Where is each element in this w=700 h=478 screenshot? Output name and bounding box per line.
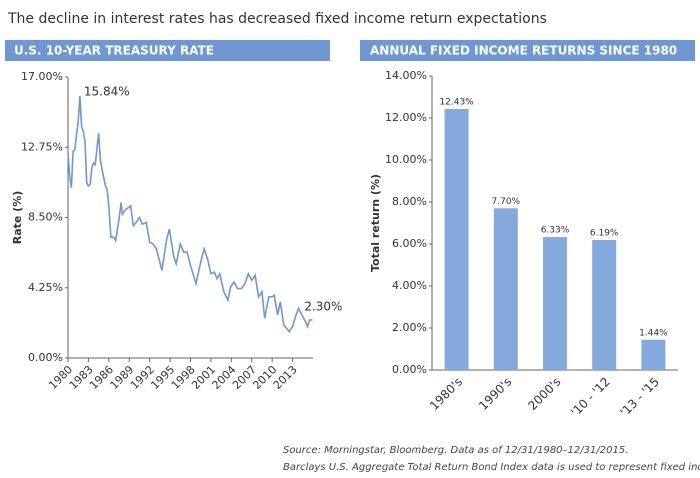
source-note: Barclays U.S. Aggregate Total Return Bon… xyxy=(283,462,700,473)
y-tick-label: 14.00% xyxy=(385,69,427,82)
y-tick-label: 17.00% xyxy=(21,70,63,83)
y-tick-label: 6.00% xyxy=(392,237,427,250)
panel-header xyxy=(5,40,330,61)
annotation: 15.84% xyxy=(84,85,130,99)
x-tick-label: '10 - '12 xyxy=(568,375,613,420)
data-label: 6.19% xyxy=(590,229,619,239)
panel-header xyxy=(360,40,695,61)
x-tick-label: 2000's xyxy=(525,375,563,413)
y-tick-label: 10.00% xyxy=(385,153,427,166)
x-tick-label: 1980's xyxy=(427,375,465,413)
y-tick-label: 8.50% xyxy=(28,211,63,224)
y-tick-label: 0.00% xyxy=(392,363,427,376)
y-tick-label: 4.00% xyxy=(392,279,427,292)
y-tick-label: 12.75% xyxy=(21,140,63,153)
bar xyxy=(641,339,666,370)
y-tick-label: 4.25% xyxy=(28,281,63,294)
x-tick-label: 2013 xyxy=(271,363,300,392)
page-title: The decline in interest rates has decrea… xyxy=(7,11,547,27)
data-label: 6.33% xyxy=(541,226,570,236)
y-tick-label: 2.00% xyxy=(392,321,427,334)
x-tick-label: '13 - '15 xyxy=(617,375,662,420)
y-axis-label: Total return (%) xyxy=(369,174,382,272)
bar xyxy=(493,208,518,370)
bar xyxy=(444,108,469,370)
line-series xyxy=(67,96,313,333)
source-note: Source: Morningstar, Bloomberg. Data as … xyxy=(283,445,628,456)
data-label: 12.43% xyxy=(439,97,474,107)
panel-title: U.S. 10-YEAR TREASURY RATE xyxy=(14,44,214,58)
bar xyxy=(543,237,567,370)
annotation: 2.30% xyxy=(304,299,342,313)
y-tick-label: 0.00% xyxy=(28,351,63,364)
panel-title: ANNUAL FIXED INCOME RETURNS SINCE 1980 xyxy=(370,44,677,58)
x-tick-label: 1990's xyxy=(476,375,514,413)
data-label: 7.70% xyxy=(492,197,521,207)
y-tick-label: 8.00% xyxy=(392,195,427,208)
bar xyxy=(592,240,617,370)
y-axis-label: Rate (%) xyxy=(11,191,24,245)
data-label: 1.44% xyxy=(639,328,668,338)
y-tick-label: 12.00% xyxy=(385,111,427,124)
